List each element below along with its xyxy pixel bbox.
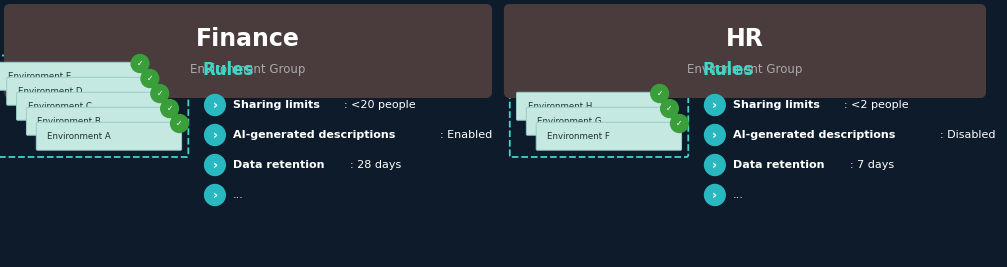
- Circle shape: [651, 84, 669, 103]
- Text: Environment F: Environment F: [547, 132, 610, 141]
- Circle shape: [671, 115, 688, 132]
- Text: Rules: Rules: [702, 61, 753, 79]
- Text: Environment C: Environment C: [27, 102, 92, 111]
- Text: ...: ...: [233, 190, 244, 200]
- Text: AI-generated descriptions: AI-generated descriptions: [733, 130, 895, 140]
- FancyBboxPatch shape: [7, 77, 152, 105]
- Text: : Disabled: : Disabled: [941, 130, 996, 140]
- Text: ✓: ✓: [676, 119, 683, 128]
- Text: ...: ...: [733, 190, 743, 200]
- FancyBboxPatch shape: [0, 62, 142, 90]
- Text: : <2 people: : <2 people: [844, 100, 908, 110]
- Text: : 7 days: : 7 days: [850, 160, 894, 170]
- Text: ✓: ✓: [176, 119, 182, 128]
- Text: Environment A: Environment A: [47, 132, 111, 141]
- Text: : Enabled: : Enabled: [440, 130, 492, 140]
- Circle shape: [141, 69, 159, 88]
- Text: ›: ›: [712, 189, 717, 202]
- Text: ✓: ✓: [166, 104, 173, 113]
- Circle shape: [705, 124, 725, 146]
- Text: ✓: ✓: [137, 59, 143, 68]
- FancyBboxPatch shape: [504, 4, 986, 98]
- Text: ›: ›: [212, 189, 218, 202]
- Circle shape: [705, 184, 725, 206]
- Text: HR: HR: [726, 27, 764, 51]
- Text: ›: ›: [212, 128, 218, 142]
- Circle shape: [204, 155, 226, 175]
- Circle shape: [170, 115, 188, 132]
- Circle shape: [204, 184, 226, 206]
- Text: Environment Group: Environment Group: [190, 62, 306, 76]
- Circle shape: [151, 84, 168, 103]
- Text: ✓: ✓: [667, 104, 673, 113]
- Text: Sharing limits: Sharing limits: [733, 100, 820, 110]
- Text: ›: ›: [712, 128, 717, 142]
- Text: ›: ›: [712, 99, 717, 112]
- Text: : <20 people: : <20 people: [344, 100, 416, 110]
- Text: ›: ›: [712, 159, 717, 171]
- Circle shape: [131, 54, 149, 73]
- Text: ✓: ✓: [147, 74, 153, 83]
- Text: Environment H: Environment H: [528, 102, 592, 111]
- Text: Environment E: Environment E: [8, 72, 71, 81]
- Text: ›: ›: [212, 159, 218, 171]
- Circle shape: [661, 100, 679, 117]
- FancyBboxPatch shape: [26, 107, 172, 135]
- Text: Environment B: Environment B: [37, 117, 102, 126]
- FancyBboxPatch shape: [16, 92, 162, 120]
- Text: Rules: Rules: [202, 61, 254, 79]
- Text: ›: ›: [212, 99, 218, 112]
- Text: Data retention: Data retention: [233, 160, 324, 170]
- Text: Sharing limits: Sharing limits: [233, 100, 319, 110]
- Circle shape: [705, 95, 725, 116]
- Circle shape: [161, 100, 178, 117]
- FancyBboxPatch shape: [517, 92, 662, 120]
- Text: Environment Group: Environment Group: [687, 62, 803, 76]
- Text: AI-generated descriptions: AI-generated descriptions: [233, 130, 395, 140]
- FancyBboxPatch shape: [4, 4, 492, 98]
- Text: ✓: ✓: [657, 89, 663, 98]
- Text: Data retention: Data retention: [733, 160, 824, 170]
- Circle shape: [705, 155, 725, 175]
- FancyBboxPatch shape: [36, 122, 181, 150]
- FancyBboxPatch shape: [527, 107, 672, 135]
- Text: : 28 days: : 28 days: [350, 160, 402, 170]
- Circle shape: [204, 124, 226, 146]
- Text: Environment G: Environment G: [538, 117, 602, 126]
- Circle shape: [204, 95, 226, 116]
- Text: Finance: Finance: [196, 27, 300, 51]
- FancyBboxPatch shape: [536, 122, 682, 150]
- Text: ✓: ✓: [156, 89, 163, 98]
- Text: Environment D: Environment D: [18, 87, 83, 96]
